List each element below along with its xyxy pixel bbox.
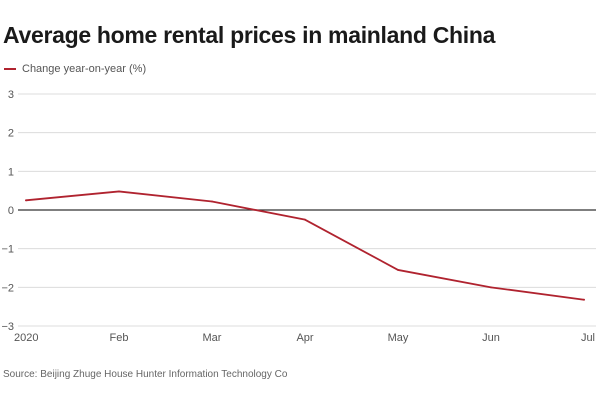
x-tick-label: Mar [203,332,222,344]
x-tick-label: Feb [110,332,129,344]
legend-swatch [4,68,16,70]
source-note: Source: Beijing Zhuge House Hunter Infor… [3,369,288,380]
data-point [583,298,585,301]
data-point [118,190,120,193]
data-point [211,200,213,203]
data-point [304,218,306,221]
data-point [490,286,492,289]
series-line [25,190,585,301]
x-tick-label: 2020 [14,332,38,344]
y-tick-label: 0 [8,205,14,217]
y-tick-label: −1 [1,244,14,256]
y-tick-label: −2 [1,282,14,294]
x-tick-label: Jun [482,332,500,344]
x-tick-label: Apr [296,332,313,344]
y-tick-label: −3 [1,321,14,333]
x-tick-label: May [388,332,409,344]
legend-label: Change year-on-year (%) [22,63,147,75]
x-tick-label: Jul [581,332,595,344]
data-point [397,269,399,271]
data-point [25,199,27,202]
y-tick-label: 3 [8,89,14,101]
chart-title: Average home rental prices in mainland C… [3,22,496,48]
y-tick-label: 2 [8,128,14,140]
y-tick-label: 1 [8,166,14,178]
legend: Change year-on-year (%) [4,63,146,75]
